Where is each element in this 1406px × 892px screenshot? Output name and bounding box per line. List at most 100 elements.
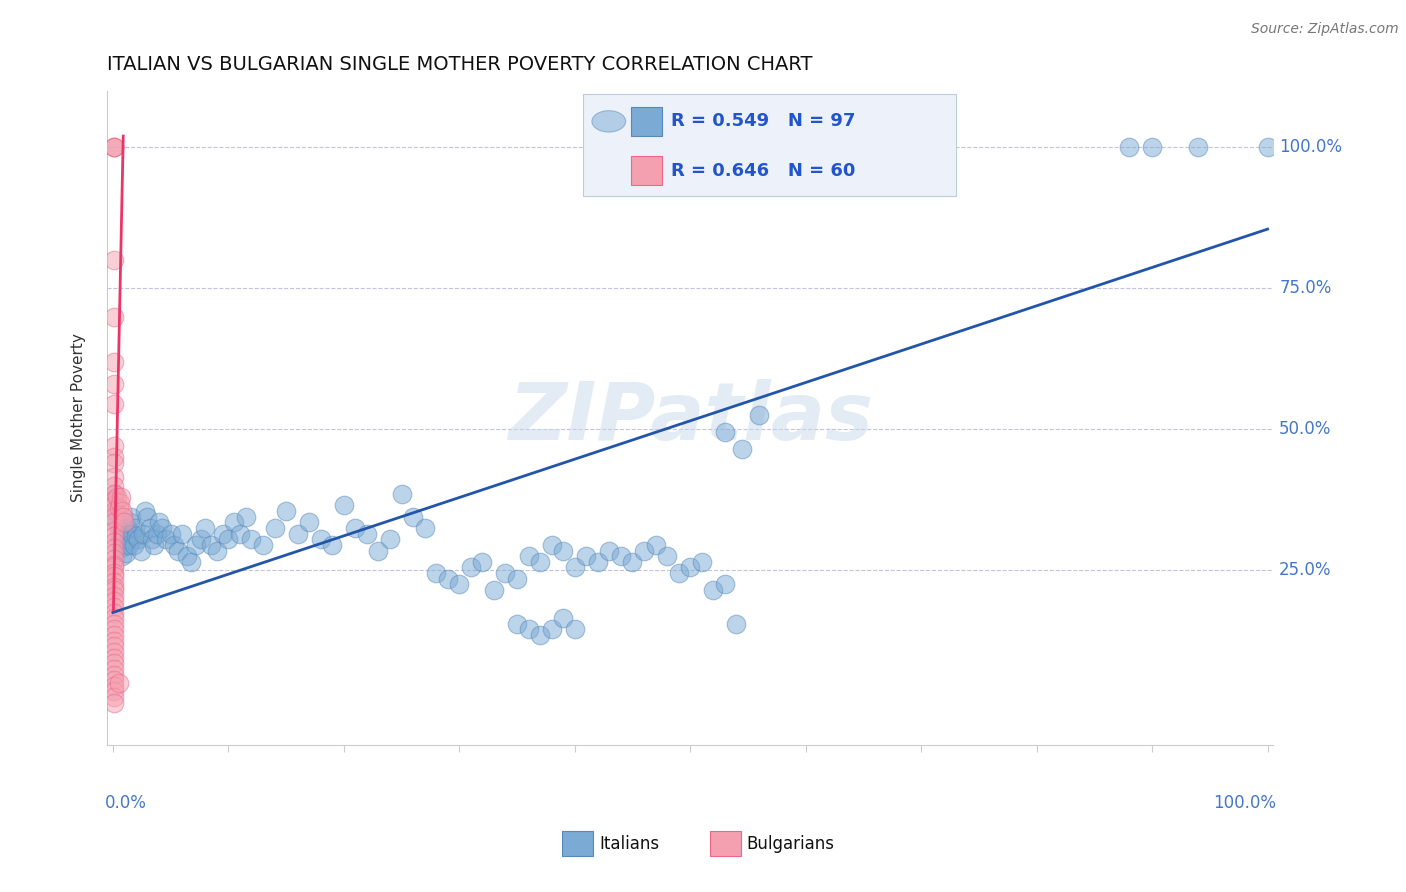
Point xyxy=(103,354,125,368)
Point xyxy=(112,538,135,552)
Point xyxy=(655,549,678,563)
Point xyxy=(155,533,177,547)
Point xyxy=(378,533,401,547)
Text: Bulgarians: Bulgarians xyxy=(747,835,835,853)
Point xyxy=(103,580,125,594)
Point xyxy=(103,667,125,681)
Point xyxy=(103,487,125,501)
Point xyxy=(103,140,125,154)
Point xyxy=(621,555,644,569)
Point xyxy=(117,533,139,547)
Point xyxy=(139,521,162,535)
Point xyxy=(103,456,125,470)
Point xyxy=(668,566,690,580)
Point xyxy=(344,521,367,535)
Point xyxy=(633,543,655,558)
Point xyxy=(118,538,141,552)
Point xyxy=(103,611,125,625)
Point xyxy=(107,676,129,690)
Point xyxy=(105,504,128,518)
Point xyxy=(103,140,125,154)
Point xyxy=(159,526,181,541)
Y-axis label: Single Mother Poverty: Single Mother Poverty xyxy=(72,334,86,502)
Point xyxy=(166,543,188,558)
Point xyxy=(107,501,129,516)
Point xyxy=(103,546,125,560)
Point xyxy=(141,533,163,547)
Point xyxy=(413,521,436,535)
Point xyxy=(103,633,125,648)
Point xyxy=(184,538,207,552)
Point xyxy=(103,541,125,555)
Point xyxy=(103,679,125,693)
Text: 100.0%: 100.0% xyxy=(1212,794,1275,812)
Point xyxy=(103,470,125,484)
Text: R = 0.646   N = 60: R = 0.646 N = 60 xyxy=(671,161,855,179)
Point xyxy=(103,673,125,688)
Point xyxy=(115,521,138,535)
Point xyxy=(103,535,125,549)
Point xyxy=(103,566,125,580)
Text: 25.0%: 25.0% xyxy=(1279,561,1331,579)
Point xyxy=(391,487,413,501)
Point xyxy=(714,425,737,439)
Text: 0.0%: 0.0% xyxy=(104,794,146,812)
Point xyxy=(586,555,609,569)
Point xyxy=(506,616,529,631)
Point xyxy=(103,478,125,492)
Point xyxy=(172,526,194,541)
Point xyxy=(644,538,666,552)
Point xyxy=(103,529,125,543)
Point xyxy=(103,616,125,631)
Point xyxy=(1140,140,1163,154)
Text: 100.0%: 100.0% xyxy=(1279,138,1343,156)
Point xyxy=(103,450,125,465)
Point xyxy=(506,572,529,586)
Point xyxy=(103,140,125,154)
Point xyxy=(143,538,166,552)
Point xyxy=(132,526,155,541)
Point xyxy=(114,546,136,560)
Point xyxy=(103,558,125,572)
Point xyxy=(103,377,125,392)
Point xyxy=(111,549,134,563)
Point xyxy=(425,566,447,580)
Point xyxy=(103,516,125,530)
Point xyxy=(679,560,702,574)
Point xyxy=(103,569,125,583)
Point xyxy=(449,577,471,591)
Point xyxy=(471,555,494,569)
Point xyxy=(494,566,516,580)
Text: Italians: Italians xyxy=(599,835,659,853)
Point xyxy=(103,645,125,659)
Point xyxy=(211,526,233,541)
Point xyxy=(482,582,505,597)
Point xyxy=(103,574,125,589)
Point xyxy=(103,696,125,710)
Text: 75.0%: 75.0% xyxy=(1279,279,1331,297)
Point xyxy=(103,594,125,608)
Point xyxy=(103,504,125,518)
Point xyxy=(222,516,245,530)
Point xyxy=(529,628,551,642)
Point xyxy=(129,543,152,558)
Point xyxy=(103,560,125,574)
Point xyxy=(731,442,754,456)
Point xyxy=(145,526,167,541)
Point xyxy=(517,623,540,637)
Point xyxy=(436,572,458,586)
Point xyxy=(103,640,125,654)
Point xyxy=(110,541,132,555)
Point xyxy=(121,526,143,541)
Point xyxy=(205,543,228,558)
Text: ITALIAN VS BULGARIAN SINGLE MOTHER POVERTY CORRELATION CHART: ITALIAN VS BULGARIAN SINGLE MOTHER POVER… xyxy=(107,55,813,74)
Point xyxy=(120,509,142,524)
Text: ZIPatlas: ZIPatlas xyxy=(508,379,873,457)
Point xyxy=(107,490,129,504)
Point xyxy=(321,538,343,552)
Point xyxy=(180,555,202,569)
Point xyxy=(103,499,125,513)
Point xyxy=(598,543,620,558)
Point xyxy=(200,538,222,552)
Point xyxy=(103,662,125,676)
